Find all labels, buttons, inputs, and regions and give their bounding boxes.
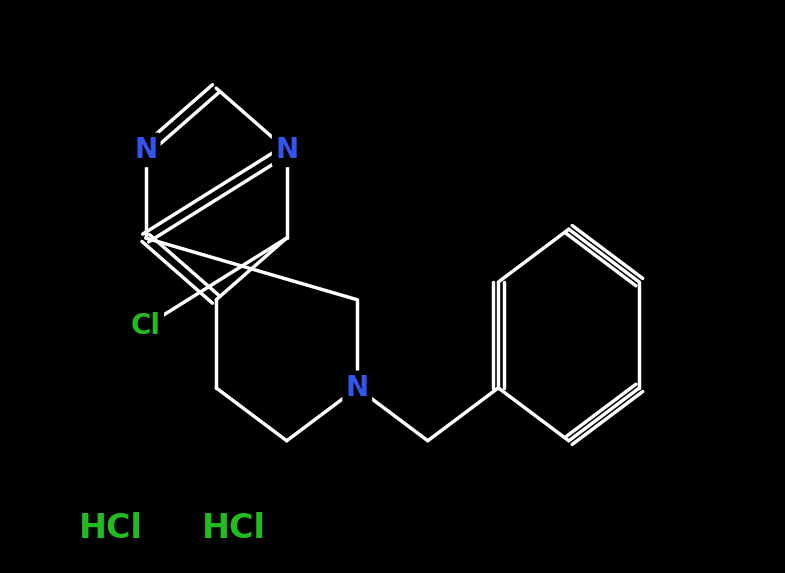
Text: N: N — [276, 136, 298, 164]
Text: Cl: Cl — [130, 312, 161, 340]
Text: HCl: HCl — [78, 512, 142, 545]
Text: HCl: HCl — [202, 512, 266, 545]
Text: N: N — [345, 374, 369, 402]
Text: N: N — [134, 136, 157, 164]
